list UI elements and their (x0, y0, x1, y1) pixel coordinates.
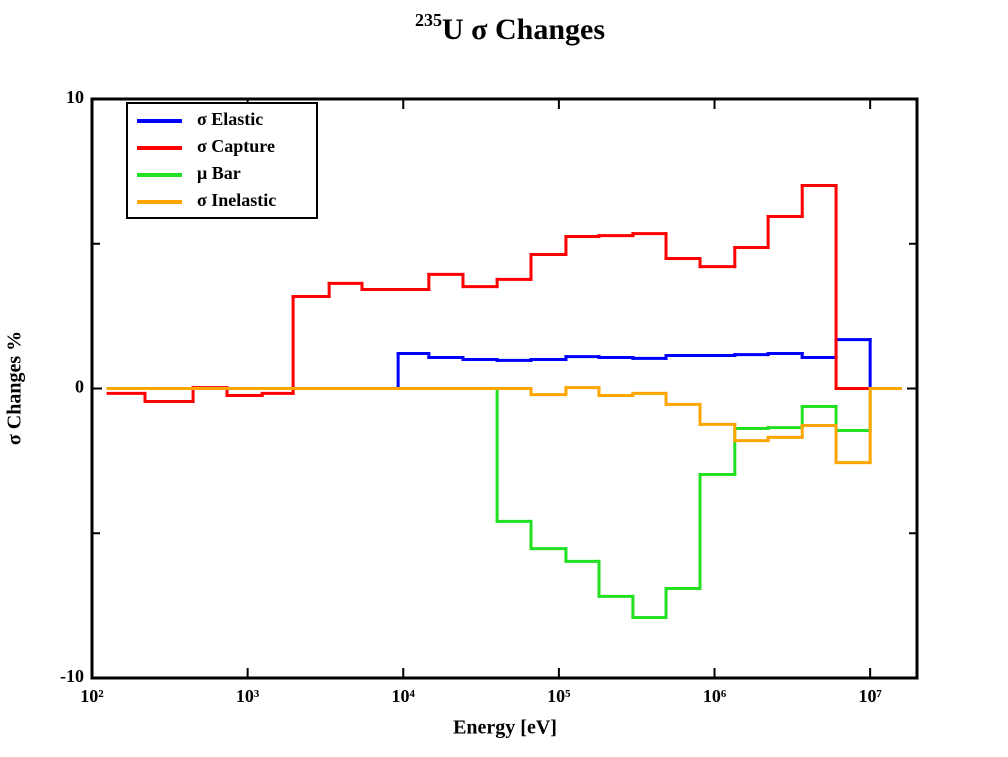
legend-text: σ Inelastic (197, 190, 276, 210)
y-tick-label: -10 (60, 666, 84, 686)
x-tick-label: 10³ (236, 686, 260, 706)
series-2 (106, 387, 902, 619)
series-0 (106, 338, 902, 390)
legend-text: σ Capture (197, 136, 275, 156)
x-tick-label: 10⁴ (392, 686, 416, 706)
plot-frame (90, 97, 919, 680)
legend-text: σ Elastic (197, 109, 263, 129)
x-tick-label: 10⁵ (547, 686, 571, 706)
y-tick-label: 0 (75, 377, 84, 397)
title-text: U σ Changes (442, 13, 605, 46)
legend-text: μ Bar (197, 163, 241, 183)
title-superscript: 235 (415, 10, 442, 30)
x-tick-label: 10⁷ (858, 686, 882, 706)
series-3 (106, 386, 902, 465)
x-tick-label: 10² (80, 686, 103, 706)
y-tick-label: 10 (66, 87, 84, 107)
chart-title: 235U σ Changes (415, 10, 605, 46)
x-tick-label: 10⁶ (703, 686, 727, 706)
x-axis-label: Energy [eV] (453, 717, 557, 739)
y-axis-label: σ Changes % (4, 331, 26, 445)
series-1 (106, 184, 902, 404)
